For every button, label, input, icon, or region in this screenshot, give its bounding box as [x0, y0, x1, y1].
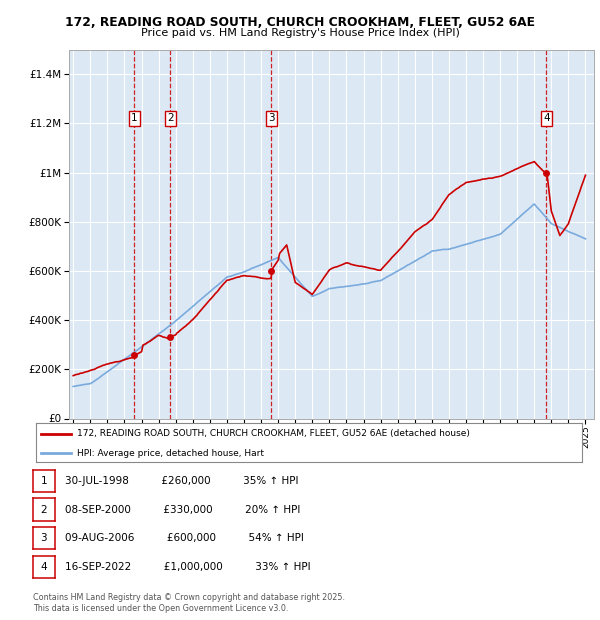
Text: Contains HM Land Registry data © Crown copyright and database right 2025.
This d: Contains HM Land Registry data © Crown c… [33, 593, 345, 613]
Text: 09-AUG-2006          £600,000          54% ↑ HPI: 09-AUG-2006 £600,000 54% ↑ HPI [65, 533, 304, 543]
Text: Price paid vs. HM Land Registry's House Price Index (HPI): Price paid vs. HM Land Registry's House … [140, 28, 460, 38]
Text: 2: 2 [167, 113, 174, 123]
Text: 3: 3 [40, 533, 47, 543]
Text: 4: 4 [543, 113, 550, 123]
Text: 1: 1 [131, 113, 138, 123]
Text: 172, READING ROAD SOUTH, CHURCH CROOKHAM, FLEET, GU52 6AE: 172, READING ROAD SOUTH, CHURCH CROOKHAM… [65, 16, 535, 29]
Text: 172, READING ROAD SOUTH, CHURCH CROOKHAM, FLEET, GU52 6AE (detached house): 172, READING ROAD SOUTH, CHURCH CROOKHAM… [77, 429, 470, 438]
Text: 3: 3 [268, 113, 275, 123]
Text: 4: 4 [40, 562, 47, 572]
Text: HPI: Average price, detached house, Hart: HPI: Average price, detached house, Hart [77, 449, 264, 458]
Text: 08-SEP-2000          £330,000          20% ↑ HPI: 08-SEP-2000 £330,000 20% ↑ HPI [65, 505, 300, 515]
Text: 2: 2 [40, 505, 47, 515]
Text: 30-JUL-1998          £260,000          35% ↑ HPI: 30-JUL-1998 £260,000 35% ↑ HPI [65, 476, 298, 486]
Text: 1: 1 [40, 476, 47, 486]
Text: 16-SEP-2022          £1,000,000          33% ↑ HPI: 16-SEP-2022 £1,000,000 33% ↑ HPI [65, 562, 310, 572]
